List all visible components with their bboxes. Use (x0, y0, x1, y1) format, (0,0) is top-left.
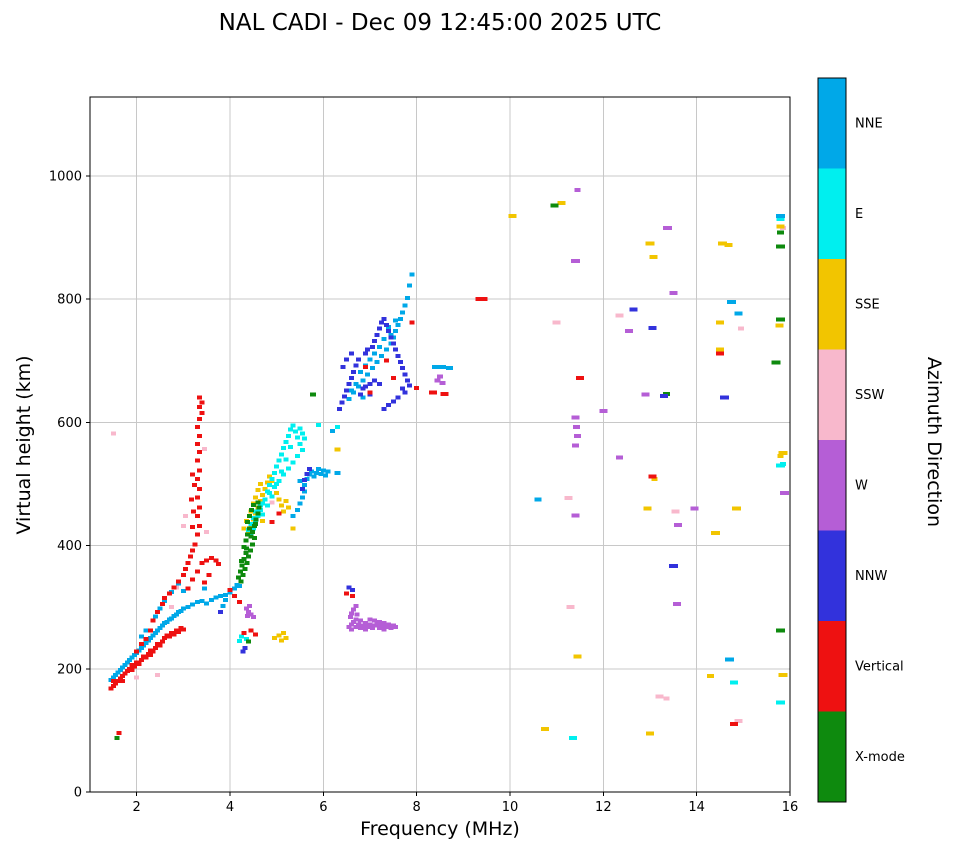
colorbar-label-Vertical: Vertical (855, 659, 904, 674)
chart-title: NAL CADI - Dec 09 12:45:00 2025 UTC (218, 10, 662, 36)
y-tick-label: 1000 (49, 169, 82, 184)
colorbar-segment-W (818, 440, 846, 531)
colorbar-label-SSW: SSW (855, 388, 885, 403)
colorbar-segment-NNE (818, 78, 846, 169)
colorbar-axis-label: Azimuth Direction (923, 356, 945, 528)
colorbar-label-X-mode: X-mode (855, 750, 905, 765)
y-axis-label: Virtual height (km) (13, 355, 35, 535)
colorbar-segment-Vertical (818, 621, 846, 712)
colorbar-segment-E (818, 168, 846, 260)
x-tick-label: 16 (782, 800, 799, 815)
colorbar-label-NNW: NNW (855, 569, 887, 584)
y-tick-label: 400 (57, 539, 82, 554)
series-X-mode (114, 203, 786, 740)
colorbar-segment-NNW (818, 530, 846, 622)
series-NNW (218, 307, 730, 654)
x-tick-label: 12 (595, 800, 612, 815)
y-tick-label: 0 (74, 786, 82, 801)
scatter-points (108, 188, 789, 740)
x-tick-label: 6 (319, 800, 327, 815)
colorbar-segment-SSW (818, 349, 846, 441)
series-SSW (110, 226, 786, 724)
colorbar-label-SSE: SSE (855, 297, 880, 312)
x-tick-label: 4 (226, 800, 234, 815)
colorbar-label-E: E (855, 207, 863, 222)
colorbar: NNE E SSE SSW W NNW Vertical X-mode (817, 77, 905, 803)
x-tick-label: 2 (133, 800, 141, 815)
series-W (243, 188, 789, 632)
axis-ticks: 2 4 6 8 10 12 14 16 0 200 400 600 800 1000 (49, 169, 798, 815)
x-axis-label: Frequency (MHz) (360, 818, 520, 840)
y-tick-label: 800 (57, 293, 82, 308)
colorbar-label-W: W (855, 478, 868, 493)
series-Vertical (108, 297, 738, 735)
series-NNE (108, 213, 786, 682)
colorbar-frame (817, 77, 847, 803)
colorbar-segment-SSE (818, 259, 846, 350)
colorbar-label-NNE: NNE (855, 116, 883, 131)
x-tick-label: 10 (502, 800, 519, 815)
x-tick-label: 8 (413, 800, 421, 815)
plot-frame (89, 96, 791, 793)
x-tick-label: 14 (688, 800, 705, 815)
y-tick-label: 600 (57, 416, 82, 431)
colorbar-segment-X-mode (818, 711, 846, 803)
y-tick-label: 200 (57, 662, 82, 677)
series-E (236, 216, 786, 740)
